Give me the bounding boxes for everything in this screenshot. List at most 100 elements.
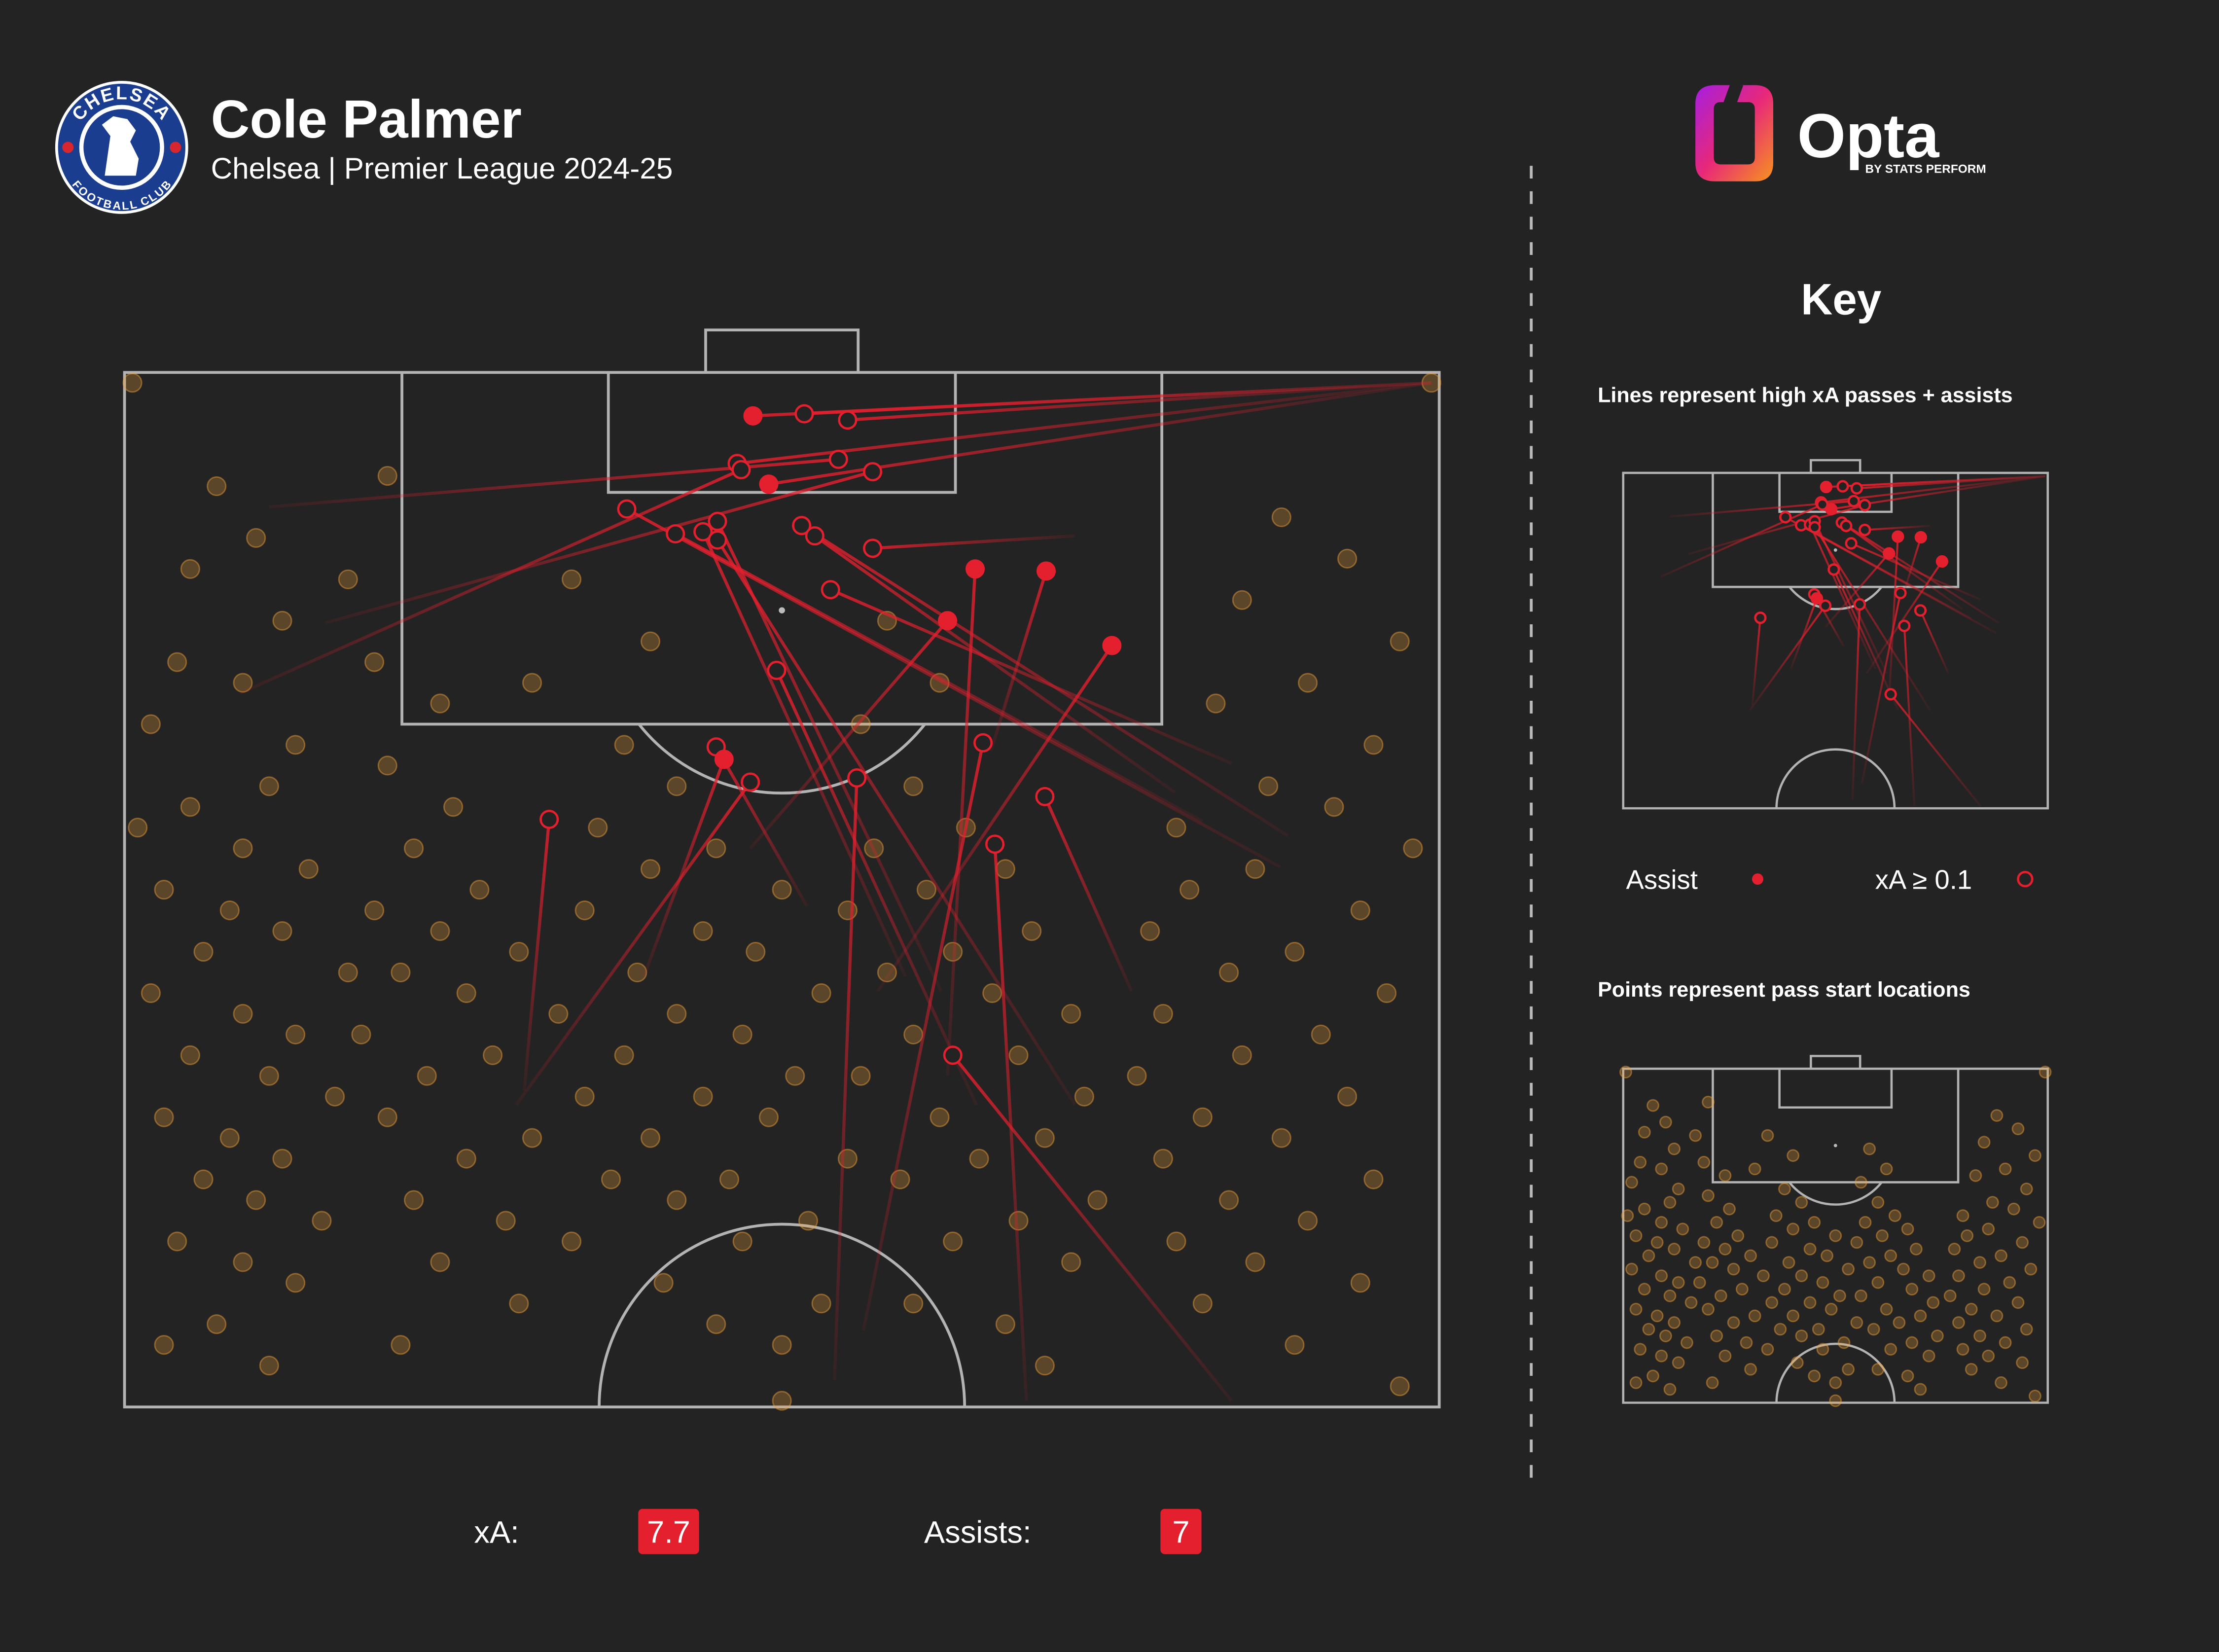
assist-marker bbox=[966, 559, 985, 579]
pass-line bbox=[1660, 503, 1823, 578]
pass-start-point bbox=[1850, 1236, 1863, 1249]
pass-start-point bbox=[1855, 1176, 1867, 1189]
pass-start-point bbox=[154, 880, 174, 900]
pass-line bbox=[749, 619, 949, 850]
pass-start-point bbox=[1087, 1190, 1108, 1210]
pass-start-point bbox=[522, 1128, 542, 1148]
pass-start-point bbox=[1761, 1343, 1774, 1356]
pass-line bbox=[1814, 527, 1931, 711]
pass-start-point bbox=[1646, 1099, 1659, 1112]
pass-start-point bbox=[2007, 1202, 2020, 1216]
six-yard-box bbox=[1778, 1069, 1893, 1109]
pass-start-point bbox=[1718, 1349, 1732, 1363]
pass-start-point bbox=[1956, 1343, 1969, 1356]
pass-start-point bbox=[1140, 921, 1160, 941]
pass-start-point bbox=[1022, 921, 1042, 941]
pass-start-point bbox=[1897, 1262, 1910, 1276]
pass-start-point bbox=[259, 1356, 279, 1376]
pass-start-point bbox=[1982, 1349, 1995, 1363]
pass-start-point bbox=[338, 962, 358, 983]
pass-start-point bbox=[982, 983, 1002, 1004]
pass-start-point bbox=[1629, 1302, 1643, 1316]
pass-start-point bbox=[1977, 1136, 1991, 1149]
pass-line bbox=[1861, 593, 1901, 784]
pass-start-point bbox=[1850, 1316, 1863, 1329]
pass-start-point bbox=[758, 1107, 779, 1127]
assist-marker bbox=[1883, 547, 1896, 560]
pass-start-point bbox=[193, 941, 214, 962]
pass-start-point bbox=[1672, 1356, 1685, 1369]
pass-start-point bbox=[1740, 1336, 1753, 1349]
pass-start-point bbox=[522, 673, 542, 693]
pass-start-point bbox=[1901, 1222, 1914, 1236]
pass-line bbox=[325, 470, 873, 624]
assist-marker bbox=[743, 406, 763, 426]
pass-start-point bbox=[286, 735, 306, 755]
pass-line bbox=[675, 532, 1204, 823]
xa-pass-marker bbox=[1884, 688, 1897, 701]
pass-start-point bbox=[1948, 1243, 1961, 1256]
pass-start-point bbox=[1765, 1296, 1779, 1309]
pass-start-point bbox=[1642, 1323, 1655, 1336]
pass-start-point bbox=[2028, 1149, 2041, 1162]
pass-start-point bbox=[1390, 1376, 1410, 1397]
pass-start-point bbox=[364, 900, 385, 921]
pass-start-point bbox=[1625, 1176, 1638, 1189]
pass-start-point bbox=[1816, 1343, 1829, 1356]
pass-start-point bbox=[969, 1149, 989, 1169]
pass-start-point bbox=[272, 921, 292, 941]
xa-pass-marker bbox=[1853, 598, 1866, 611]
pass-start-point bbox=[1258, 776, 1279, 796]
pass-start-point bbox=[1905, 1336, 1919, 1349]
pass-start-point bbox=[272, 1149, 292, 1169]
pass-start-point bbox=[1977, 1283, 1991, 1296]
pass-start-point bbox=[1905, 1283, 1919, 1296]
xa-pass-marker bbox=[863, 539, 883, 558]
centre-circle bbox=[1775, 1342, 1896, 1403]
pass-start-point bbox=[233, 1004, 253, 1024]
pass-start-point bbox=[1035, 1128, 1055, 1148]
pass-start-point bbox=[1765, 1236, 1779, 1249]
pass-start-point bbox=[1245, 859, 1265, 879]
pass-start-point bbox=[627, 962, 647, 983]
pass-start-point bbox=[233, 1252, 253, 1272]
pass-start-point bbox=[851, 1066, 871, 1086]
brand-tagline: BY STATS PERFORM bbox=[1865, 163, 1986, 176]
xa-pass-marker bbox=[1850, 482, 1863, 495]
pass-start-point bbox=[1676, 1222, 1689, 1236]
pass-start-point bbox=[1689, 1256, 1702, 1269]
pass-start-point bbox=[2020, 1323, 2033, 1336]
pass-start-point bbox=[1876, 1229, 1889, 1242]
pass-start-point bbox=[1812, 1323, 1825, 1336]
xa-pass-marker bbox=[1836, 480, 1849, 493]
pass-start-point bbox=[1297, 673, 1318, 693]
pass-start-point bbox=[1684, 1296, 1698, 1309]
pass-start-point bbox=[233, 838, 253, 859]
pass-start-point bbox=[693, 921, 713, 941]
pass-start-point bbox=[154, 1335, 174, 1355]
pass-start-point bbox=[1206, 693, 1226, 714]
pass-start-point bbox=[325, 1086, 345, 1107]
xa-pass-marker bbox=[666, 524, 685, 543]
pass-start-point bbox=[246, 528, 266, 548]
pass-start-point bbox=[2011, 1296, 2025, 1309]
pass-start-point bbox=[1995, 1249, 2007, 1262]
pass-start-point bbox=[167, 652, 187, 672]
pass-start-point bbox=[1829, 1376, 1842, 1389]
pass-start-point bbox=[1008, 1211, 1029, 1231]
pass-start-point bbox=[772, 1335, 792, 1355]
pass-start-point bbox=[667, 1004, 687, 1024]
pass-start-point bbox=[1901, 1369, 1914, 1383]
pass-start-point bbox=[1390, 631, 1410, 651]
xa-pass-marker bbox=[767, 660, 787, 680]
pass-start-point bbox=[1245, 1252, 1265, 1272]
pass-start-point bbox=[1790, 1356, 1804, 1369]
player-name: Cole Palmer bbox=[211, 89, 522, 149]
stat-label: xA: bbox=[474, 1515, 519, 1550]
pass-start-point bbox=[1180, 880, 1200, 900]
pass-start-point bbox=[1986, 1196, 1999, 1209]
pass-start-point bbox=[1931, 1329, 1944, 1342]
six-yard-box bbox=[607, 372, 957, 494]
pass-start-point bbox=[1837, 1336, 1851, 1349]
pass-start-point bbox=[377, 755, 397, 776]
